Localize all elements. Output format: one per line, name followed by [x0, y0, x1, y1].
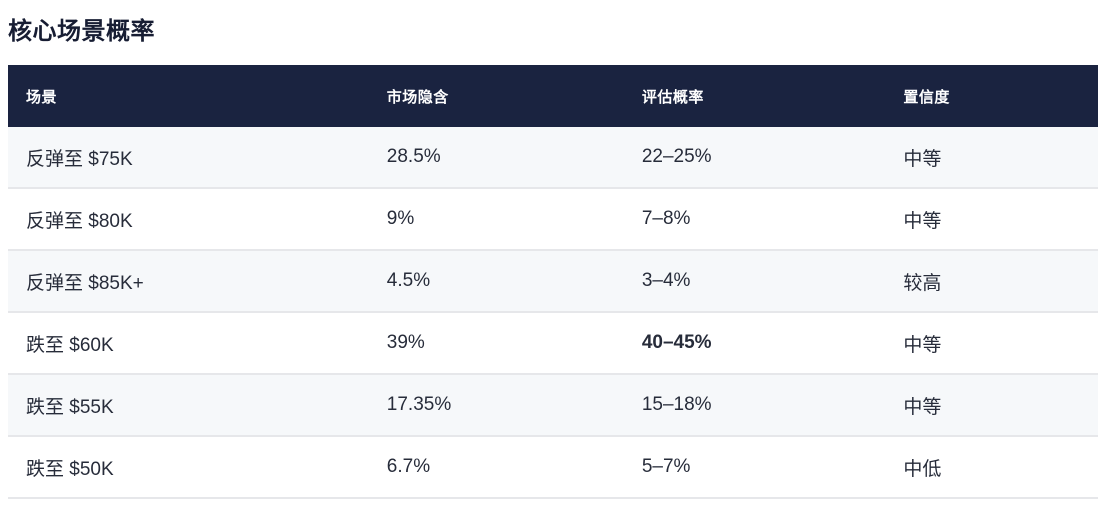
cell-market-implied: 17.35%	[386, 394, 452, 415]
column-header-market-implied: 市场隐含	[368, 65, 624, 127]
column-header-assessed: 评估概率	[623, 65, 886, 127]
cell-confidence: 较高	[903, 272, 942, 294]
table-row: 反弹至 $75K 28.5% 22–25% 中等	[8, 127, 1098, 188]
cell-confidence: 中等	[903, 148, 942, 170]
table-row: 跌至 $50K 6.7% 5–7% 中低	[8, 436, 1098, 498]
cell-confidence: 中等	[903, 210, 942, 232]
cell-assessed: 15–18%	[641, 394, 712, 415]
column-header-scenario: 场景	[8, 65, 369, 127]
table-row: 反弹至 $80K 9% 7–8% 中等	[8, 188, 1098, 250]
cell-confidence: 中等	[903, 396, 942, 418]
cell-market-implied: 28.5%	[386, 146, 441, 167]
header-row: 场景 市场隐含 评估概率 置信度	[8, 65, 1098, 127]
cell-scenario: 反弹至 $85K+	[26, 272, 144, 294]
column-header-confidence: 置信度	[885, 65, 1098, 127]
table-body: 反弹至 $75K 28.5% 22–25% 中等 反弹至 $80K 9% 7–8…	[8, 127, 1098, 498]
cell-assessed: 5–7%	[641, 456, 691, 477]
cell-market-implied: 39%	[386, 332, 425, 353]
cell-confidence: 中等	[903, 334, 942, 356]
cell-scenario: 跌至 $60K	[26, 334, 114, 356]
cell-market-implied: 4.5%	[386, 270, 431, 291]
cell-scenario: 跌至 $55K	[26, 396, 114, 418]
cell-assessed: 7–8%	[641, 208, 691, 229]
cell-assessed: 3–4%	[641, 270, 691, 291]
page-title: 核心场景概率	[8, 18, 155, 45]
cell-assessed-highlighted: 40–45%	[641, 332, 712, 353]
table-row: 跌至 $60K 39% 40–45% 中等	[8, 312, 1098, 374]
table-row: 跌至 $55K 17.35% 15–18% 中等	[8, 374, 1098, 436]
cell-market-implied: 9%	[386, 208, 415, 229]
cell-scenario: 反弹至 $75K	[26, 148, 133, 170]
cell-assessed: 22–25%	[641, 146, 712, 167]
scenario-probability-table: 场景 市场隐含 评估概率 置信度 反弹至 $75K 28.5% 22–25% 中…	[8, 65, 1098, 499]
table-row: 反弹至 $85K+ 4.5% 3–4% 较高	[8, 250, 1098, 312]
cell-scenario: 反弹至 $80K	[26, 210, 133, 232]
cell-confidence: 中低	[903, 458, 942, 480]
cell-market-implied: 6.7%	[386, 456, 431, 477]
table-header: 场景 市场隐含 评估概率 置信度	[8, 65, 1098, 127]
cell-scenario: 跌至 $50K	[26, 458, 114, 480]
